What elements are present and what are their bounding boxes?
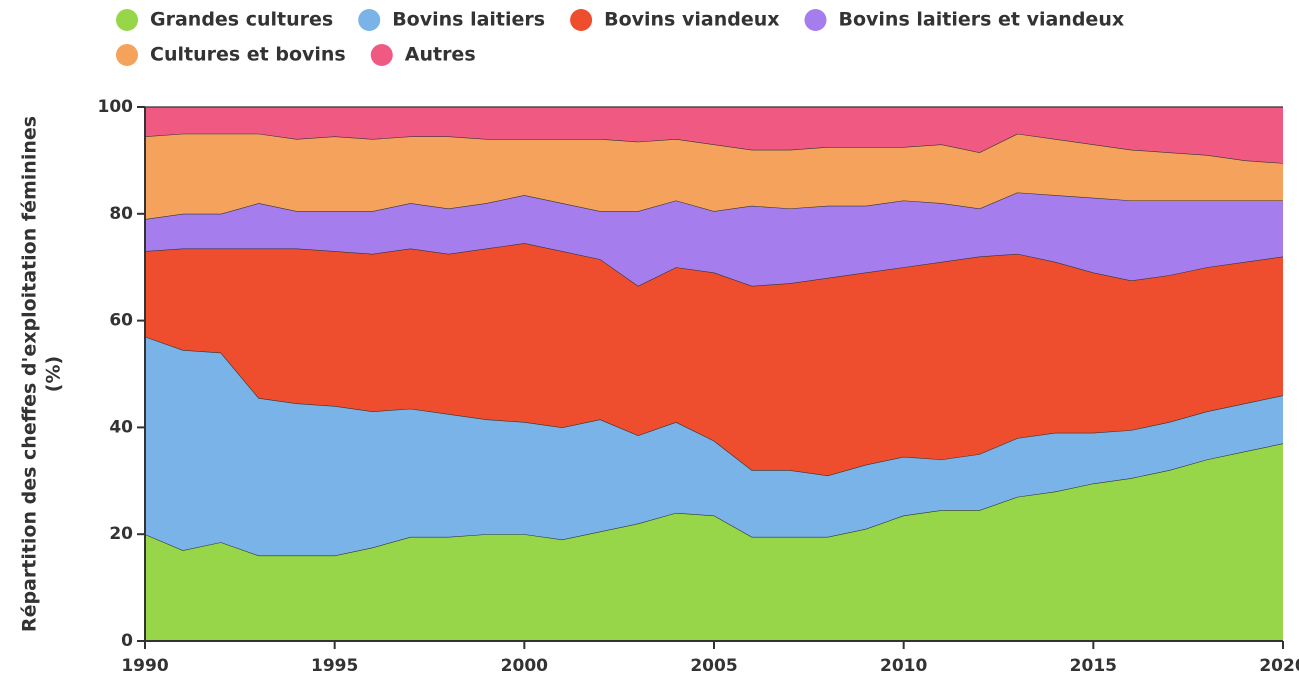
legend-label: Bovins laitiers [392, 9, 545, 31]
legend-label: Grandes cultures [150, 9, 333, 31]
legend-label: Cultures et bovins [150, 44, 346, 66]
y-tick-label: 0 [121, 631, 133, 651]
x-tick-label: 2010 [880, 656, 927, 676]
x-tick-label: 2000 [501, 656, 548, 676]
legend-marker [116, 44, 138, 66]
x-tick-label: 1990 [121, 656, 168, 676]
y-tick-label: 60 [109, 311, 133, 331]
legend-marker [804, 9, 827, 31]
y-axis-label: Répartition des cheffes d'exploitation f… [19, 116, 41, 632]
y-tick-label: 100 [98, 97, 134, 117]
area [145, 192, 1283, 286]
legend-marker [370, 44, 393, 66]
y-tick-label: 40 [109, 417, 133, 437]
legend-label: Autres [405, 44, 476, 66]
x-tick-label: 1995 [311, 656, 358, 676]
legend-marker [116, 9, 138, 31]
legend-label: Bovins laitiers et viandeux [839, 9, 1125, 31]
area [145, 133, 1283, 220]
y-axis-label: (%) [43, 356, 65, 392]
area [145, 443, 1283, 641]
legend-marker [570, 9, 593, 31]
legend-label: Bovins viandeux [604, 9, 779, 31]
y-tick-label: 20 [109, 524, 133, 544]
x-tick-label: 2015 [1070, 656, 1117, 676]
x-tick-label: 2005 [690, 656, 737, 676]
area [145, 243, 1283, 476]
legend-marker [358, 9, 381, 31]
x-tick-label: 2020 [1259, 656, 1299, 676]
area [145, 107, 1283, 164]
y-tick-label: 80 [109, 204, 133, 224]
area [145, 336, 1283, 556]
